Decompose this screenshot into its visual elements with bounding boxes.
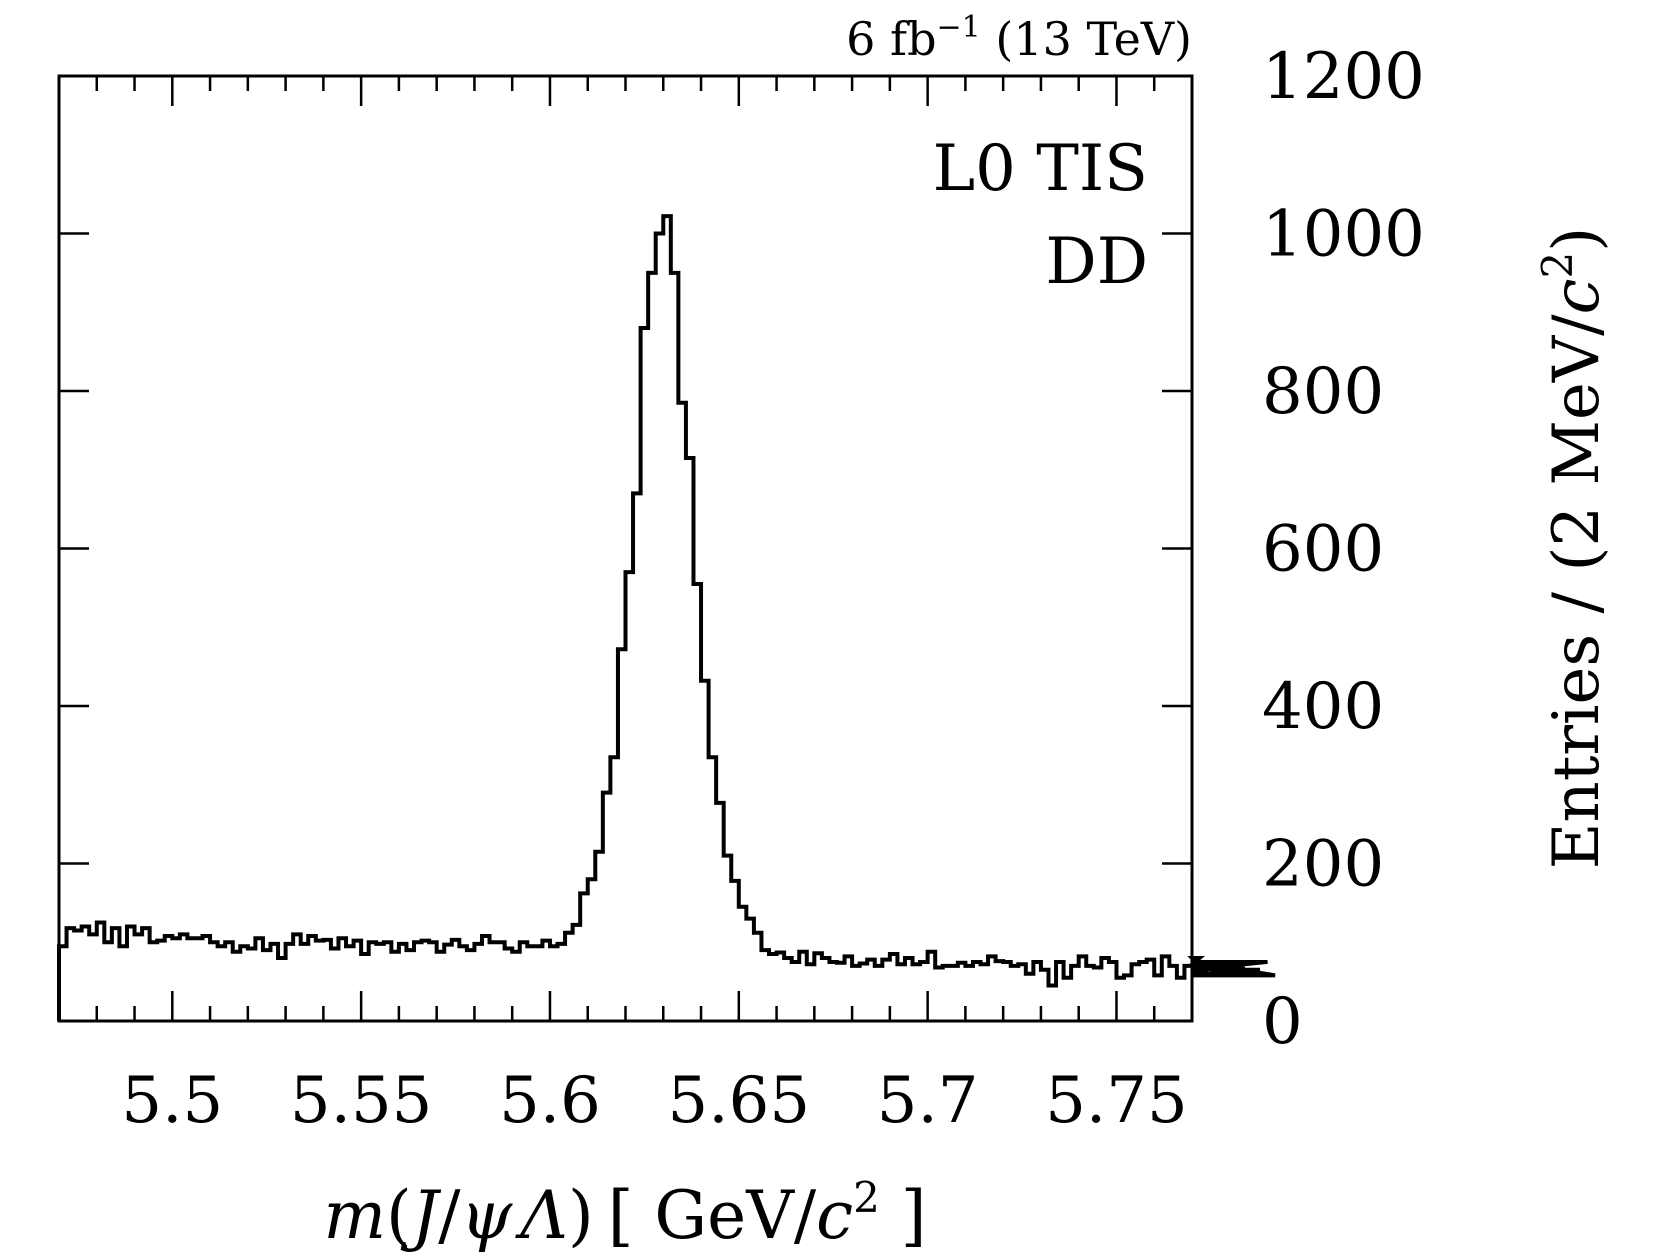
histogram-line	[57, 214, 1276, 1021]
ticks	[57, 74, 1194, 1023]
x-tick-label: 5.55	[290, 1064, 433, 1138]
x-axis-label-slash: /	[438, 1177, 461, 1254]
y-axis-label-close: )	[1540, 227, 1614, 252]
x-axis-label-unit-close: ]	[880, 1177, 927, 1254]
top-label: 6 fb−1 (13 TeV)	[846, 10, 1192, 66]
annotation-track-type: DD	[1045, 225, 1148, 299]
y-axis-label-sup: 2	[1533, 252, 1582, 279]
x-axis-label-psi: ψ	[461, 1177, 514, 1254]
y-tick-label: 1000	[1262, 198, 1425, 272]
y-tick-label: 400	[1262, 670, 1384, 744]
annotation-trigger: L0 TIS	[933, 132, 1148, 206]
x-axis-label-close: )	[568, 1177, 594, 1254]
y-tick-labels: 0 200 400 600 800 1000 1200	[1262, 40, 1425, 1059]
top-label-rest: (13 TeV)	[981, 12, 1192, 66]
x-tick-labels: 5.5 5.55 5.6 5.65 5.7 5.75	[121, 1064, 1187, 1138]
x-axis-label-m: m	[323, 1177, 386, 1254]
y-tick-label: 1200	[1262, 40, 1425, 114]
svg-text:6 fb−1 (13 TeV): 6 fb−1 (13 TeV)	[846, 10, 1192, 66]
y-axis-label: Entries / (2 MeV/c2)	[1533, 227, 1614, 869]
x-tick-label: 5.7	[877, 1064, 979, 1138]
x-axis-label-open: (	[386, 1177, 412, 1254]
x-tick-label: 5.75	[1045, 1064, 1188, 1138]
y-tick-label: 600	[1262, 513, 1384, 587]
x-axis-label: m(J/ψ Λ)[ GeV/c2 ]	[323, 1173, 926, 1254]
y-axis-label-main: Entries / (2 MeV/	[1540, 314, 1614, 869]
y-tick-label: 0	[1262, 985, 1303, 1059]
svg-text:Entries / (2 MeV/c2): Entries / (2 MeV/c2)	[1533, 227, 1614, 869]
x-axis-label-lambda: Λ	[514, 1177, 568, 1254]
x-tick-label: 5.65	[668, 1064, 811, 1138]
x-axis-label-c: c	[816, 1177, 853, 1254]
y-tick-label: 800	[1262, 355, 1384, 429]
plot-frame	[57, 74, 1194, 1023]
y-tick-label: 200	[1262, 828, 1384, 902]
x-axis-label-unit-open: [ GeV/	[608, 1177, 817, 1254]
svg-text:m(J/ψΛ)[ GeV/c2 ]: m(J/ψ Λ)[ GeV/c2 ]	[323, 1173, 926, 1254]
x-tick-label: 5.6	[499, 1064, 601, 1138]
top-label-main: 6 fb	[846, 12, 936, 66]
y-axis-label-c: c	[1540, 278, 1614, 314]
x-axis-label-sup: 2	[853, 1173, 880, 1222]
top-label-superscript: −1	[937, 10, 981, 45]
x-tick-label: 5.5	[121, 1064, 223, 1138]
